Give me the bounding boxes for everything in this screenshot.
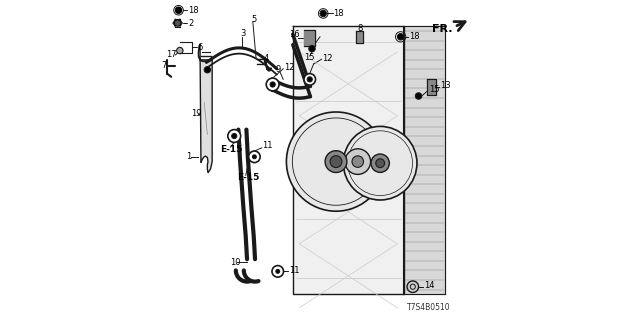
Text: 7: 7: [161, 61, 167, 70]
Polygon shape: [198, 44, 212, 173]
Circle shape: [309, 45, 315, 52]
Circle shape: [228, 130, 241, 142]
Circle shape: [174, 20, 180, 26]
Text: 6: 6: [197, 43, 203, 52]
Polygon shape: [427, 79, 436, 95]
Circle shape: [343, 126, 417, 200]
Text: 17: 17: [166, 50, 177, 59]
Circle shape: [266, 78, 279, 91]
Text: 9: 9: [275, 65, 280, 74]
Text: 16: 16: [289, 30, 300, 39]
Circle shape: [248, 151, 260, 163]
Circle shape: [272, 266, 284, 277]
Text: 1: 1: [186, 152, 191, 161]
Text: 2: 2: [188, 19, 193, 28]
Circle shape: [330, 156, 342, 168]
Circle shape: [287, 112, 385, 211]
Text: 5: 5: [251, 15, 257, 24]
Text: T7S4B0510: T7S4B0510: [407, 303, 451, 312]
Text: 11: 11: [289, 266, 299, 275]
Circle shape: [307, 77, 312, 82]
Circle shape: [407, 281, 419, 292]
Text: 18: 18: [333, 9, 344, 18]
Circle shape: [175, 7, 182, 13]
Text: 14: 14: [424, 281, 435, 290]
Text: FR.: FR.: [432, 24, 453, 35]
Text: 12: 12: [284, 63, 294, 72]
Circle shape: [232, 133, 237, 139]
Circle shape: [376, 159, 385, 168]
Circle shape: [320, 10, 326, 17]
Circle shape: [352, 156, 364, 167]
Circle shape: [415, 93, 422, 99]
Text: 11: 11: [262, 141, 273, 150]
Text: 15: 15: [429, 85, 440, 94]
Circle shape: [304, 74, 316, 85]
Circle shape: [371, 154, 389, 172]
Text: E-15: E-15: [220, 145, 243, 154]
Text: E-15: E-15: [237, 173, 259, 182]
Circle shape: [325, 151, 347, 172]
Text: 18: 18: [188, 6, 199, 15]
Text: 8: 8: [358, 24, 363, 33]
Text: 4: 4: [264, 54, 269, 63]
Text: 13: 13: [440, 81, 451, 90]
Circle shape: [345, 149, 371, 174]
Text: 18: 18: [409, 32, 420, 41]
Circle shape: [276, 269, 280, 273]
Circle shape: [252, 155, 256, 159]
Text: 19: 19: [191, 109, 202, 118]
Polygon shape: [304, 30, 315, 46]
Text: 10: 10: [230, 258, 240, 267]
Circle shape: [270, 82, 275, 87]
Text: 3: 3: [240, 29, 245, 38]
Text: 15: 15: [304, 53, 314, 62]
Circle shape: [177, 47, 183, 54]
Circle shape: [397, 34, 404, 40]
Circle shape: [204, 67, 211, 73]
Polygon shape: [356, 31, 363, 43]
Text: 12: 12: [323, 54, 333, 63]
